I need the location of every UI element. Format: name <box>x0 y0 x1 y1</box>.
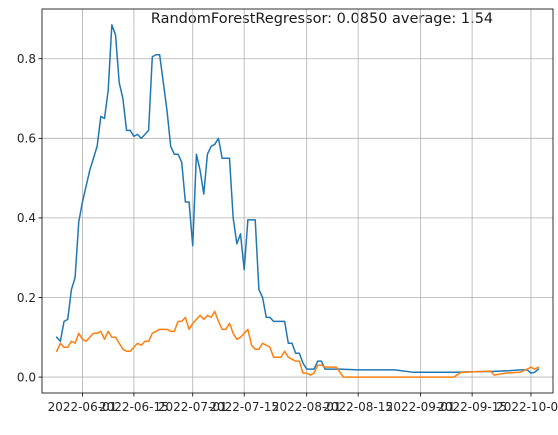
x-tick-label: 2022-10-01 <box>496 400 558 414</box>
x-tick-label: 2022-08-15 <box>323 400 393 414</box>
x-tick-label: 2022-07-15 <box>209 400 279 414</box>
y-tick-label: 0.6 <box>17 132 36 146</box>
y-tick-label: 0.8 <box>17 52 36 66</box>
chart-title: RandomForestRegressor: 0.0850 average: 1… <box>151 11 493 27</box>
y-tick-label: 0.0 <box>17 370 36 384</box>
y-tick-label: 0.2 <box>17 291 36 305</box>
y-tick-label: 0.4 <box>17 211 36 225</box>
